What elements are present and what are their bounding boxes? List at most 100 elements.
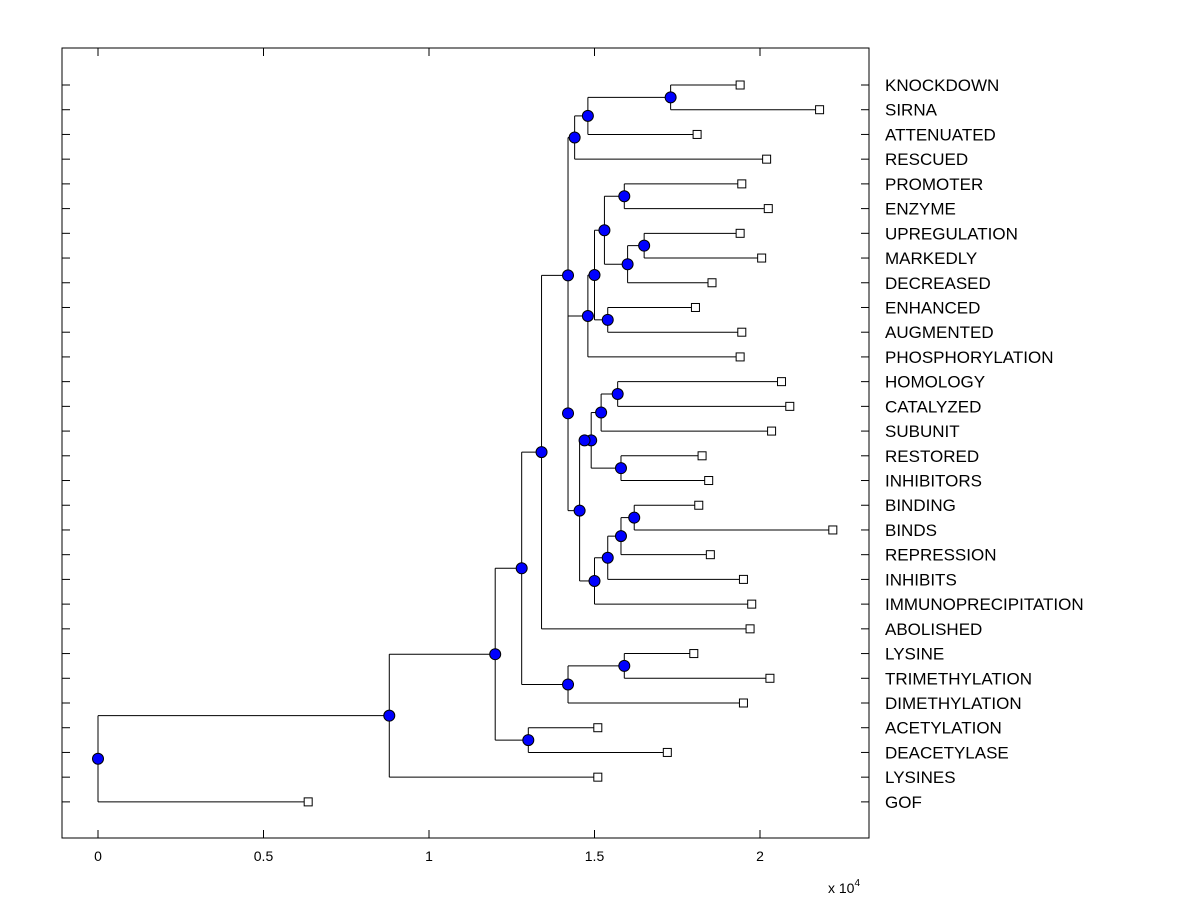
x-tick-label: 1.5 (585, 848, 605, 864)
leaf-marker (815, 105, 825, 115)
node-marker (618, 659, 631, 672)
x-multiplier: x 104 (828, 878, 860, 896)
leaf-marker (738, 574, 748, 584)
leaf-label: RESCUED (885, 150, 968, 169)
x-tick-label: 2 (756, 848, 764, 864)
leaf-marker (747, 599, 757, 609)
leaf-label: TRIMETHYLATION (885, 669, 1032, 688)
leaf-label: ATTENUATED (885, 125, 996, 144)
leaf-label: DIMETHYLATION (885, 694, 1022, 713)
leaf-label: ENHANCED (885, 298, 980, 317)
node-marker (383, 709, 396, 722)
leaf-label: MARKEDLY (885, 249, 977, 268)
leaf-marker (697, 451, 707, 461)
leaf-marker (763, 204, 773, 214)
leaf-marker (745, 624, 755, 634)
node-marker (588, 574, 601, 587)
node-marker (581, 109, 594, 122)
leaf-marker (593, 723, 603, 733)
node-marker (522, 734, 535, 747)
leaf-label: IMMUNOPRECIPITATION (885, 595, 1084, 614)
leaf-marker (767, 426, 777, 436)
leaf-label: HOMOLOGY (885, 373, 985, 392)
leaf-label: INHIBITS (885, 570, 957, 589)
leaf-label: CATALYZED (885, 397, 981, 416)
node-marker (562, 678, 575, 691)
leaf-label: DECREASED (885, 274, 991, 293)
leaf-label: RESTORED (885, 447, 979, 466)
leaf-label: INHIBITORS (885, 472, 982, 491)
x-multiplier-base: x 10 (828, 880, 855, 896)
node-marker (628, 511, 641, 524)
node-marker (562, 269, 575, 282)
node-marker (601, 313, 614, 326)
node-marker (535, 446, 548, 459)
leaf-marker (738, 698, 748, 708)
node-marker (614, 462, 627, 475)
node-marker (638, 239, 651, 252)
leaf-marker (704, 476, 714, 486)
plot-frame (61, 47, 870, 839)
leaf-label: DEACETYLASE (885, 743, 1009, 762)
leaf-marker (828, 525, 838, 535)
leaf-label: KNOCKDOWN (885, 76, 999, 95)
leaf-label: ENZYME (885, 200, 956, 219)
x-tick-label: 0 (94, 848, 102, 864)
node-marker (611, 388, 624, 400)
node-marker (573, 504, 586, 517)
node-marker (664, 91, 677, 104)
leaf-label: GOF (885, 793, 922, 812)
leaf-label: SIRNA (885, 101, 938, 120)
leaf-label: UPREGULATION (885, 224, 1018, 243)
leaf-marker (762, 154, 772, 164)
node-marker (598, 224, 611, 237)
node-marker (489, 648, 502, 661)
leaf-label: PHOSPHORYLATION (885, 348, 1053, 367)
x-tick-label: 1 (425, 848, 433, 864)
leaf-label: ACETYLATION (885, 719, 1002, 738)
leaf-label: REPRESSION (885, 546, 996, 565)
leaf-label: ABOLISHED (885, 620, 982, 639)
node-marker (581, 309, 594, 322)
leaf-marker (737, 327, 747, 337)
leaf-marker (735, 80, 745, 90)
leaf-marker (692, 129, 702, 139)
node-marker (618, 190, 631, 203)
leaf-label: SUBUNIT (885, 422, 960, 441)
leaf-marker (757, 253, 767, 263)
leaf-marker (705, 550, 715, 560)
leaf-marker (765, 673, 775, 683)
leaf-marker (689, 649, 699, 659)
leaf-marker (694, 500, 704, 510)
node-marker (588, 269, 601, 282)
leaf-marker (737, 179, 747, 189)
node-marker (515, 562, 528, 575)
leaf-label: LYSINE (885, 645, 944, 664)
leaf-marker (707, 278, 717, 288)
leaf-label: AUGMENTED (885, 323, 994, 342)
leaf-label: PROMOTER (885, 175, 983, 194)
leaf-marker (662, 747, 672, 757)
x-tick-label: 0.5 (254, 848, 274, 864)
node-marker (595, 406, 608, 419)
leaf-marker (777, 377, 787, 387)
leaf-label: LYSINES (885, 768, 956, 787)
leaf-marker (785, 401, 795, 411)
node-marker (92, 752, 104, 765)
leaf-marker (735, 352, 745, 362)
leaf-marker (735, 228, 745, 238)
y-ticks (62, 84, 869, 803)
node-markers (92, 91, 677, 765)
leaf-marker (303, 797, 313, 807)
leaf-labels: KNOCKDOWN SIRNA ATTENUATED RESCUED PROMOTER E… (885, 76, 1084, 812)
x-multiplier-exponent: 4 (854, 878, 860, 889)
node-marker (621, 258, 634, 271)
node-marker (601, 551, 614, 564)
node-marker (562, 407, 575, 420)
x-ticks: 0 0.5 1 1.5 2 (94, 48, 764, 864)
node-marker (578, 434, 591, 447)
leaf-markers (303, 80, 838, 807)
node-marker (614, 530, 627, 543)
leaf-marker (593, 772, 603, 782)
